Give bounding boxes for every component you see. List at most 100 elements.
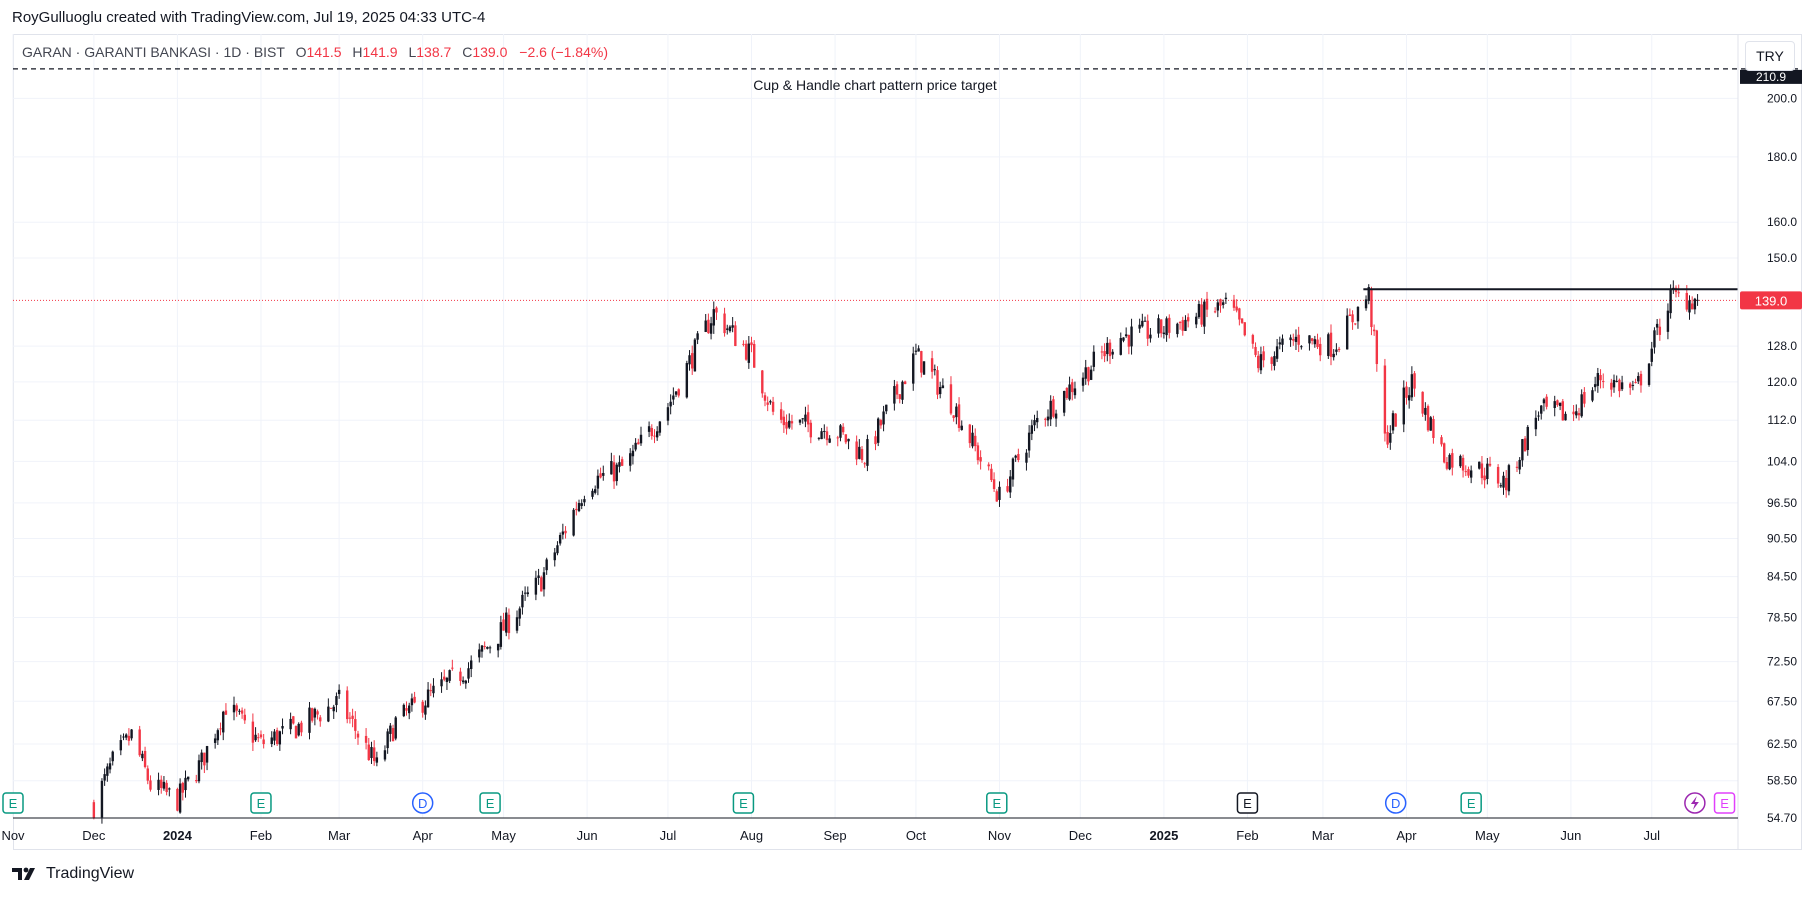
candle-body [839,425,842,438]
candle-body [1316,339,1319,348]
time-tick-label: Nov [988,828,1012,843]
candle-body [1073,388,1077,396]
candle-body [1383,365,1387,434]
candle-body [1259,354,1263,371]
axes: 200.0 180.0 160.0 150.0 128.0 120.0 112.0 104.0… [1,34,1797,850]
candles [92,280,1699,824]
candle-body [704,320,707,332]
candle-body [1160,319,1163,334]
candle-body [413,696,416,703]
candle-body [1389,433,1392,443]
tradingview-logo[interactable]: TradingView [12,865,134,883]
earnings-marker[interactable] [2,792,24,814]
candle-body [1523,438,1527,452]
candle-body [561,531,565,535]
candle-body [195,779,198,782]
candle-body [1429,417,1432,431]
candle-body [790,421,794,424]
earnings-marker[interactable] [479,792,501,814]
dividend-marker[interactable] [411,792,434,814]
dividend-marker[interactable] [1384,792,1407,814]
candle-body [203,752,206,766]
candle-body [243,714,246,721]
candle-body [523,592,527,594]
candle-body [987,464,990,467]
candle-body [992,479,996,490]
earnings-marker[interactable] [1460,792,1482,814]
candle-body [542,572,546,590]
candle-body [844,434,848,443]
price-tick-label: 67.50 [1767,694,1797,708]
earnings-marker[interactable] [732,792,755,814]
earnings-marker[interactable] [1236,792,1259,814]
candle-body [1184,319,1187,331]
candle-body [348,717,352,719]
candle-body [1278,342,1281,345]
candle-body [178,783,182,813]
candle-body [782,416,786,426]
currency-button[interactable]: TRY [1745,41,1795,71]
candle-body [537,575,540,578]
candle-body [1348,314,1352,317]
candle-body [219,728,222,730]
candle-body [540,577,543,592]
candle-body [1688,300,1691,313]
time-tick-label: 2025 [1149,828,1178,843]
candle-body [618,462,621,467]
candle-body [949,384,953,414]
candle-body [1006,486,1009,492]
candle-body [232,704,236,713]
price-tick-label: 120.0 [1767,375,1797,389]
candle-body [1054,413,1058,419]
candle-body [367,744,370,761]
candle-body [1294,336,1298,342]
candle-body [874,436,877,445]
candle-body [518,608,521,619]
candle-body [335,696,338,706]
candle-body [1394,413,1397,427]
candle-body [707,319,710,334]
candle-body [103,774,106,781]
candle-body [149,780,152,790]
price-tick-label: 78.50 [1767,610,1797,624]
candle-body [556,545,559,554]
candle-body [176,788,179,811]
candle-body [254,734,257,741]
candle-body [319,717,322,722]
earnings-marker[interactable] [250,792,272,814]
price-tick-label: 58.50 [1767,774,1797,788]
price-tick-label: 112.0 [1767,413,1796,427]
candle-body [1405,386,1408,398]
candle-body [817,437,821,439]
candle-body [1367,287,1370,301]
candle-body [744,343,748,360]
candle-body [1669,288,1672,314]
price-tick-label: 128.0 [1767,339,1797,353]
candle-body [917,348,920,352]
target-price-badge-label: 210.9 [1756,70,1786,84]
candle-body [1634,382,1637,384]
candle-body [1200,304,1203,325]
candle-body [448,670,451,681]
candle-body [957,404,961,428]
candle-body [451,667,454,669]
candle-body [1628,383,1632,388]
candle-body [1540,405,1543,414]
price-tick-label: 54.70 [1767,811,1797,825]
candle-body [1327,334,1330,356]
earnings-marker[interactable] [986,792,1008,814]
candle-body [1081,377,1085,386]
price-tick-label: 90.50 [1767,532,1797,546]
candle-body [278,731,282,745]
candle-body [1108,342,1112,357]
time-tick-label: Apr [1396,828,1417,843]
candle-body [251,721,255,743]
candle-body [364,735,368,743]
earnings-marker[interactable] [1713,792,1736,814]
candle-body [483,645,486,647]
candle-body [216,730,220,741]
candle-body [801,418,804,420]
last-price-badge-label: 139.0 [1755,293,1788,308]
